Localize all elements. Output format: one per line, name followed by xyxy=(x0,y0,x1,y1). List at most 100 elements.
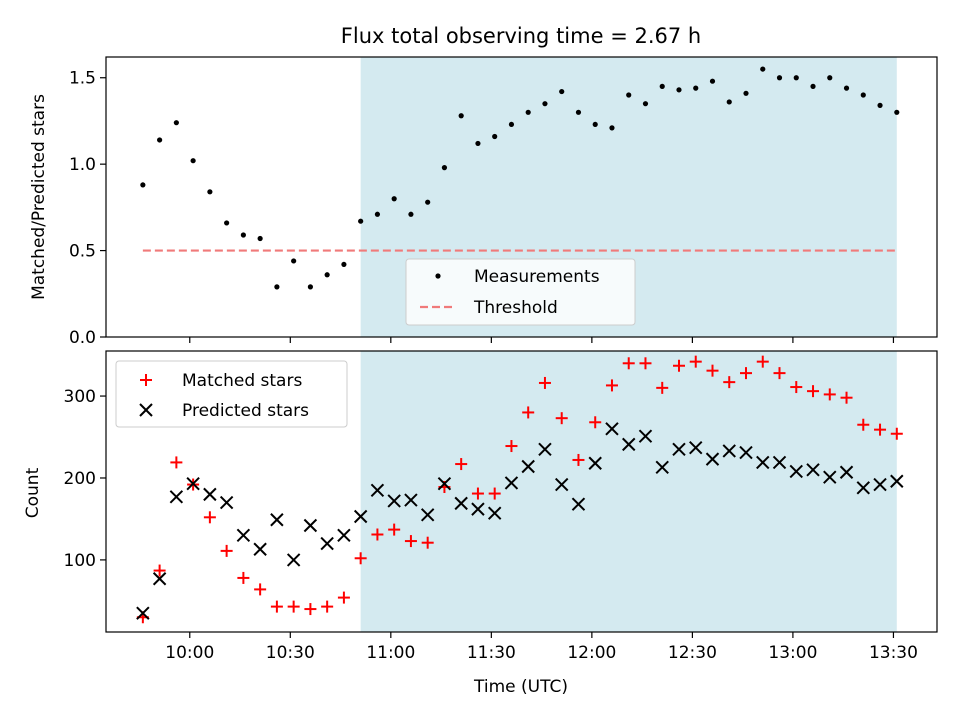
data-point xyxy=(840,391,853,404)
data-point xyxy=(304,603,317,616)
data-point xyxy=(291,258,297,264)
data-point xyxy=(475,140,481,147)
legend-marker-predicted xyxy=(139,403,153,417)
data-point xyxy=(656,381,669,394)
data-point xyxy=(286,553,301,567)
data-point xyxy=(454,496,468,511)
data-point xyxy=(538,442,552,457)
data-point xyxy=(772,455,787,470)
data-point xyxy=(672,442,686,457)
data-point xyxy=(589,416,602,429)
data-point xyxy=(857,418,870,431)
data-point-stroke xyxy=(471,502,485,516)
data-point xyxy=(642,101,649,107)
data-point xyxy=(827,75,833,81)
data-point xyxy=(790,381,803,394)
data-point xyxy=(672,359,685,372)
data-point xyxy=(287,600,300,613)
data-point xyxy=(257,235,263,242)
data-point xyxy=(203,487,217,502)
data-point xyxy=(337,528,351,543)
data-point xyxy=(504,476,519,490)
x-tick-label: 10:00 xyxy=(165,643,214,663)
data-point xyxy=(237,571,250,584)
data-point xyxy=(169,490,184,504)
data-point xyxy=(874,423,887,436)
data-point xyxy=(157,137,163,143)
data-point-stroke xyxy=(638,429,653,443)
data-point xyxy=(856,481,870,495)
data-point xyxy=(756,455,770,470)
data-point xyxy=(706,364,719,377)
data-point xyxy=(622,437,636,452)
data-point xyxy=(739,445,753,460)
data-point xyxy=(823,388,836,401)
data-point xyxy=(555,477,569,492)
data-point-stroke xyxy=(454,496,468,511)
data-point xyxy=(404,493,418,507)
data-point-stroke xyxy=(136,606,150,620)
data-point xyxy=(588,456,602,470)
y-axis-label: Count xyxy=(23,467,43,518)
data-point-stroke xyxy=(169,490,184,504)
data-point xyxy=(592,121,598,128)
data-point-stroke xyxy=(152,572,167,586)
data-point xyxy=(219,495,234,510)
data-point xyxy=(655,460,669,475)
x-tick-label: 11:30 xyxy=(467,643,516,663)
data-point xyxy=(387,494,401,508)
data-point-stroke xyxy=(370,483,385,497)
data-point xyxy=(421,536,434,549)
data-point xyxy=(408,211,414,217)
data-point-stroke xyxy=(839,465,854,479)
legend-label-predicted: Predicted stars xyxy=(182,401,309,421)
x-tick-label: 13:30 xyxy=(869,643,918,663)
data-point xyxy=(890,474,904,488)
data-point xyxy=(140,182,146,188)
y-tick-label: 0.5 xyxy=(69,242,96,262)
data-point xyxy=(639,357,652,370)
data-point xyxy=(236,528,251,543)
data-point-stroke xyxy=(203,487,217,502)
x-tick-label: 11:00 xyxy=(366,643,415,663)
data-point xyxy=(873,477,887,492)
data-point-stroke xyxy=(672,442,686,457)
legend-label-threshold: Threshold xyxy=(473,298,558,318)
data-point xyxy=(689,355,702,368)
data-point xyxy=(689,440,703,455)
data-point xyxy=(823,470,837,484)
data-point-stroke xyxy=(789,464,803,479)
counts-panel: 10:00 10:30 11:00 11:30 12:00 12:30 13:00 13:30… xyxy=(23,350,938,697)
data-point xyxy=(307,284,313,290)
data-point-stroke xyxy=(404,493,418,507)
series-measurements xyxy=(140,66,900,290)
data-point xyxy=(860,92,866,98)
data-point xyxy=(843,85,850,91)
data-point-stroke xyxy=(236,528,251,543)
data-point xyxy=(370,483,385,497)
data-point-stroke xyxy=(555,477,569,492)
y-axis-label: Matched/Predicted stars xyxy=(29,94,49,300)
data-point xyxy=(458,113,464,119)
series-predicted-stars xyxy=(136,422,904,620)
data-point-stroke xyxy=(186,477,200,491)
data-point-stroke xyxy=(353,509,368,524)
data-point xyxy=(190,158,196,164)
data-point xyxy=(324,272,330,278)
data-point xyxy=(321,600,334,613)
data-point xyxy=(743,90,749,96)
data-point xyxy=(420,508,435,522)
y-tick-label: 1.0 xyxy=(69,155,96,175)
data-point xyxy=(320,536,334,551)
y-tick-label: 0.0 xyxy=(69,328,96,348)
data-point xyxy=(693,85,699,91)
data-point xyxy=(388,523,401,536)
data-point xyxy=(240,232,246,238)
data-point xyxy=(471,487,484,500)
data-point xyxy=(806,463,820,477)
data-point xyxy=(605,379,618,392)
observing-window-shading xyxy=(360,351,897,632)
x-tick-label: 10:30 xyxy=(266,643,315,663)
legend-marker-measurements xyxy=(435,273,441,279)
